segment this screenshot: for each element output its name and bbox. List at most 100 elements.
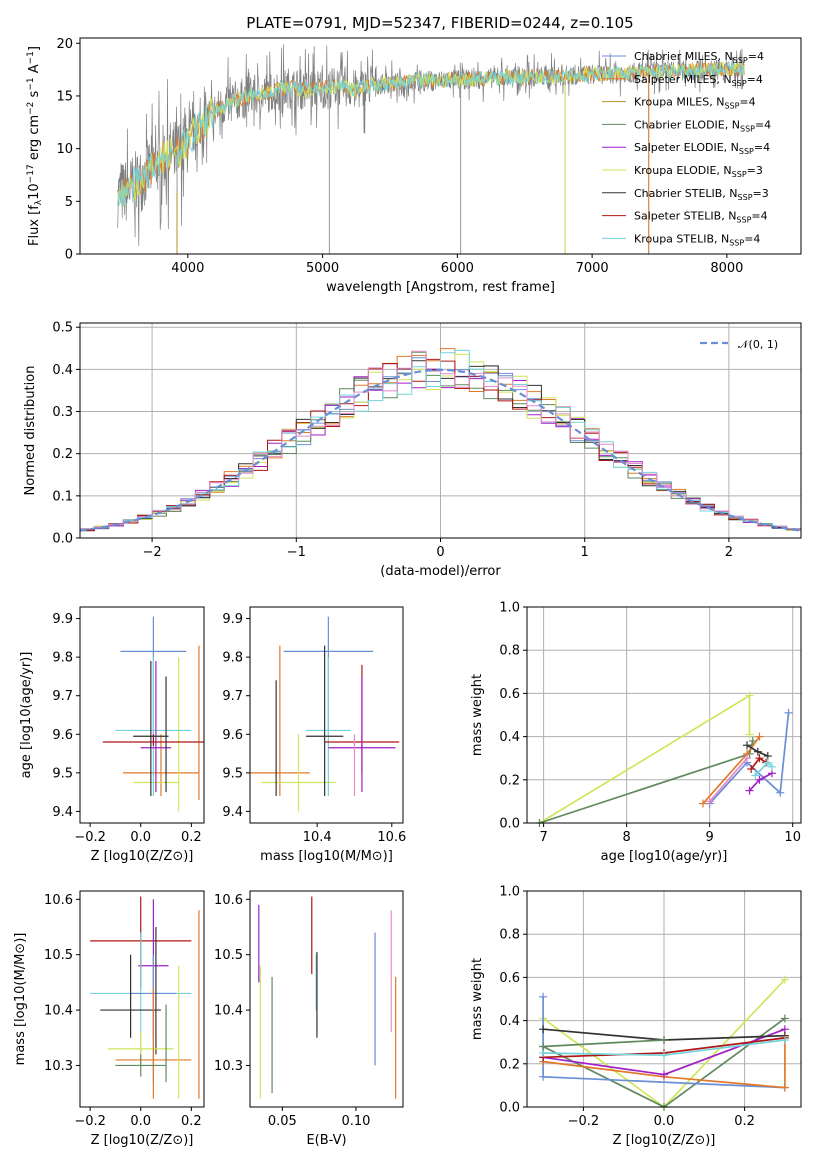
legend-value: =4 xyxy=(754,141,770,154)
weight_vs_Z-axes: −0.2 0.0 0.2 0.0 0.2 0.4 0.6 0.8 1.0 xyxy=(499,885,801,1129)
weight_vs_Z-plot-area xyxy=(539,975,789,1111)
spectrum-x-axis-label: wavelength [Angstrom, rest frame] xyxy=(326,280,555,295)
legend-subscript: SSP xyxy=(738,193,753,202)
legend-text: Chabrier STELIB, N xyxy=(634,187,738,200)
histogram-axes: −2 −1 0 1 2 0.0 0.1 0.2 0.3 0.4 0.5 xyxy=(52,321,801,560)
y-tick-label: 0.3 xyxy=(52,405,73,420)
x-tick-label: 5000 xyxy=(306,261,339,276)
y-tick-label: 10.4 xyxy=(214,1004,243,1019)
legend-entry-label: Kroupa MILES, NSSP=4 xyxy=(634,96,756,111)
x-tick-label: 0.10 xyxy=(341,1114,370,1129)
age_vs_Z-axes: −0.2 0.0 0.2 9.4 9.5 9.6 9.7 9.8 9.9 xyxy=(52,612,201,845)
y-tick-label: 9.8 xyxy=(222,651,243,666)
y-tick-label: 0.2 xyxy=(499,773,520,788)
x-tick-label: 0.0 xyxy=(130,830,151,845)
weight-series-line xyxy=(542,1035,786,1089)
mass_vs_EBV-axes: 0.05 0.10 10.3 10.4 10.5 10.6 xyxy=(214,893,370,1129)
ylabel-part: Flux [f xyxy=(27,205,42,246)
y-tick-label: 1.0 xyxy=(499,601,520,616)
y-tick-label: 10.5 xyxy=(44,948,73,963)
mass_vs_EBV-x-axis-label: E(B-V) xyxy=(306,1133,346,1148)
age_vs_Z-y-axis-label: age [log10(age/yr)] xyxy=(19,652,34,779)
x-tick-label: 6000 xyxy=(441,261,474,276)
y-tick-label: 0.1 xyxy=(52,489,73,504)
x-tick-label: 0.2 xyxy=(734,1114,755,1129)
legend-value: =4 xyxy=(739,96,755,109)
observed-spectrum-line xyxy=(117,44,745,247)
x-tick-label: 10.6 xyxy=(377,830,406,845)
x-tick-label: 9 xyxy=(706,830,714,845)
spectrum-axes: 4000 5000 6000 7000 8000 0 5 10 15 20 xyxy=(56,37,743,276)
legend-text: Chabrier ELODIE, N xyxy=(634,118,740,131)
y-tick-label: 9.5 xyxy=(222,766,243,781)
ylabel-sup: −1 xyxy=(26,51,36,64)
weight_vs_age-plot-area xyxy=(535,691,793,827)
age_vs_Z-x-axis-label: Z [log10(Z/Z⊙)] xyxy=(91,849,194,864)
legend-text: Chabrier MILES, N xyxy=(634,50,733,63)
weight_vs_Z-frame xyxy=(526,890,802,1108)
legend-entry-label: Salpeter MILES, NSSP=4 xyxy=(634,73,763,88)
y-tick-label: 0.0 xyxy=(499,1101,520,1116)
figure-title: PLATE=0791, MJD=52347, FIBERID=0244, z=0… xyxy=(246,14,633,32)
histogram-legend: 𝒩(0, 1) xyxy=(700,338,778,351)
ylabel-part: A xyxy=(27,64,42,77)
y-tick-label: 0.6 xyxy=(499,971,520,986)
histogram-frame xyxy=(79,322,802,539)
ylabel-part: erg cm xyxy=(27,115,42,164)
x-tick-label: 2 xyxy=(725,545,733,560)
age_vs_Z-frame xyxy=(79,606,205,824)
x-tick-label: −0.2 xyxy=(74,1114,106,1129)
y-tick-label: 0.4 xyxy=(52,363,73,378)
y-tick-label: 0.4 xyxy=(499,730,520,745)
y-tick-label: 10.3 xyxy=(214,1059,243,1074)
weight-series-line xyxy=(543,1039,665,1048)
spectrum-plot-area xyxy=(117,44,745,254)
histogram-plot-area xyxy=(79,348,802,538)
y-tick-label: 0.6 xyxy=(499,687,520,702)
weight_vs_age-frame xyxy=(526,606,802,824)
x-tick-label: 8 xyxy=(622,830,630,845)
y-tick-label: 9.6 xyxy=(222,728,243,743)
y-tick-label: 10.6 xyxy=(214,893,243,908)
x-tick-label: −0.2 xyxy=(74,830,106,845)
weight_vs_age-y-axis-label: mass weight xyxy=(470,674,485,756)
mass_vs_Z-frame xyxy=(79,890,205,1108)
y-tick-label: 0.2 xyxy=(52,447,73,462)
y-tick-label: 9.7 xyxy=(222,689,243,704)
legend-value: =4 xyxy=(755,118,771,131)
x-tick-label: 1 xyxy=(581,545,589,560)
legend-subscript: SSP xyxy=(724,102,739,111)
age_vs_mass-plot-area xyxy=(250,616,400,812)
weight-series-line xyxy=(539,740,754,824)
y-tick-label: 9.7 xyxy=(52,689,73,704)
weight_vs_Z-y-axis-label: mass weight xyxy=(470,958,485,1040)
legend-value: =3 xyxy=(753,187,769,200)
y-tick-label: 0.5 xyxy=(52,321,73,336)
age_vs_mass-axes: 10.4 10.6 9.4 9.5 9.6 9.7 9.8 9.9 xyxy=(222,612,406,845)
legend-value: =4 xyxy=(751,210,767,223)
x-tick-label: −0.2 xyxy=(568,1114,600,1129)
ylabel-sub: λ xyxy=(34,199,44,205)
weight-series-line xyxy=(539,694,751,824)
x-tick-label: 8000 xyxy=(710,261,743,276)
ylabel-part: s xyxy=(27,90,42,101)
legend-subscript: SSP xyxy=(732,170,747,179)
legend-entry-label: Salpeter STELIB, NSSP=4 xyxy=(634,210,768,225)
weight_vs_age-x-axis-label: age [log10(age/yr)] xyxy=(601,849,728,864)
histogram-x-axis-label: (data-model)/error xyxy=(380,564,501,579)
y-tick-label: 10 xyxy=(56,142,73,157)
normal-distribution-curve xyxy=(79,368,802,532)
x-tick-label: −1 xyxy=(287,545,306,560)
y-tick-label: 9.9 xyxy=(52,612,73,627)
weight-series-line xyxy=(709,757,748,802)
mass_vs_Z-x-axis-label: Z [log10(Z/Z⊙)] xyxy=(91,1133,194,1148)
y-tick-label: 15 xyxy=(56,89,73,104)
x-tick-label: 10.4 xyxy=(303,830,332,845)
age_vs_Z-plot-area xyxy=(102,616,204,812)
legend-entry-label: Kroupa STELIB, NSSP=4 xyxy=(634,232,760,247)
ylabel-part: 10 xyxy=(27,183,42,200)
x-tick-label: 0.0 xyxy=(130,1114,151,1129)
legend-subscript: SSP xyxy=(740,124,755,133)
y-tick-label: 9.5 xyxy=(52,766,73,781)
